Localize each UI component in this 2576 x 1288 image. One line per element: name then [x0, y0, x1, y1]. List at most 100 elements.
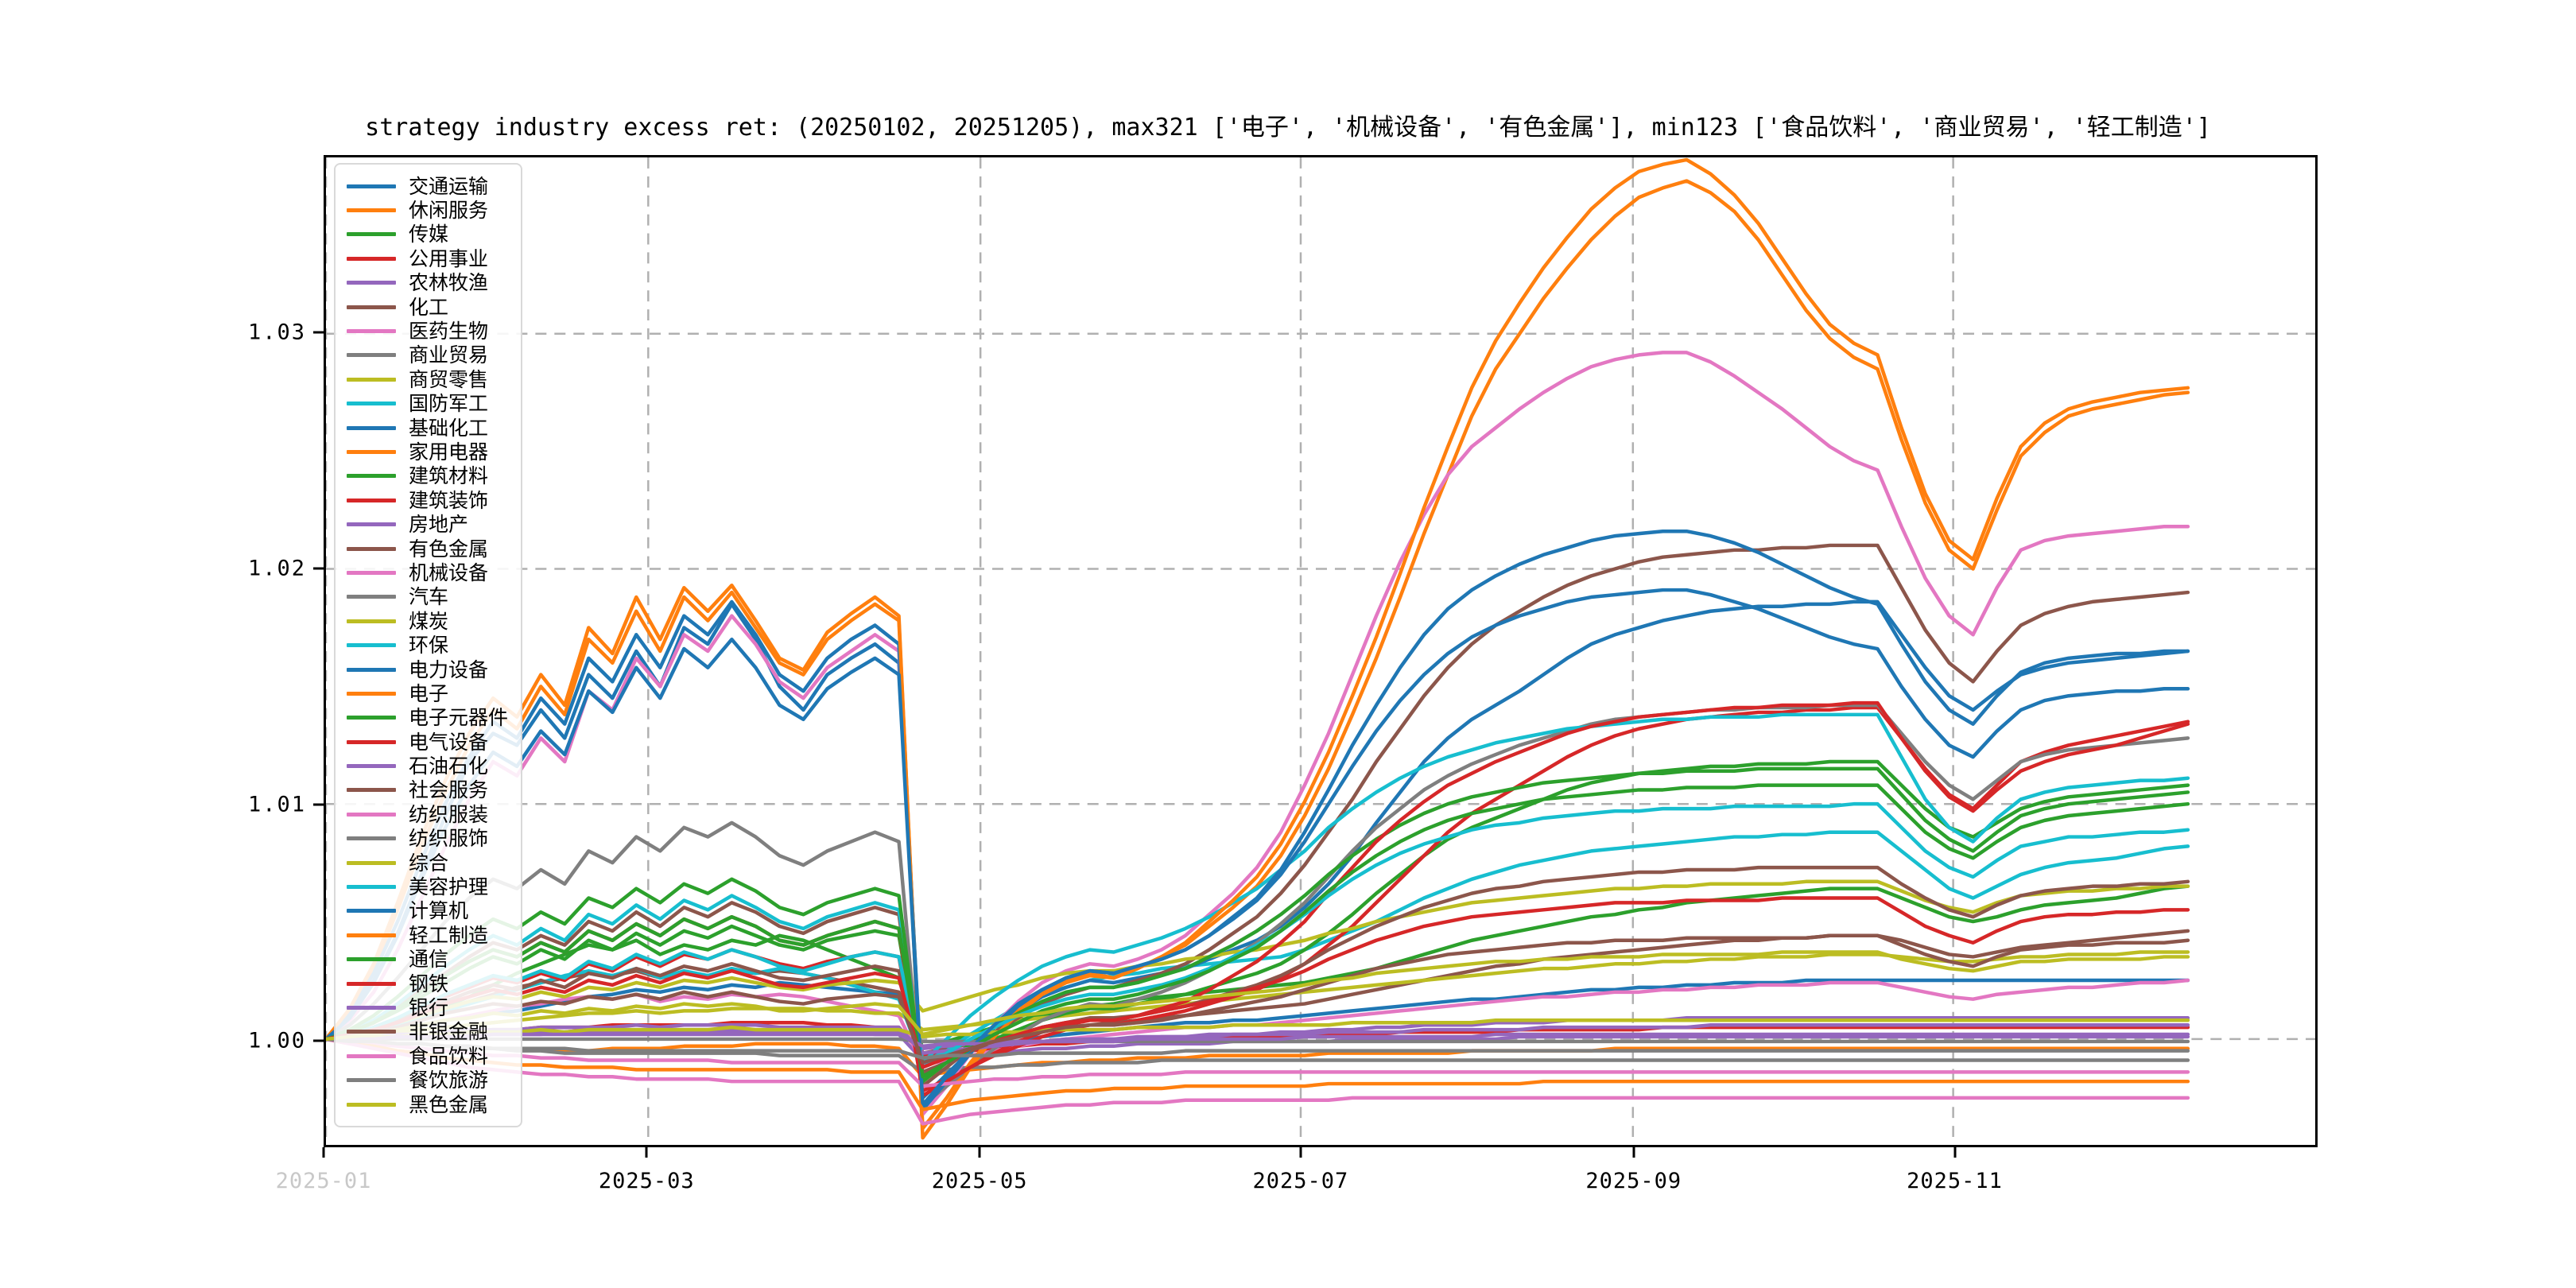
legend-item-9[interactable]: 国防军工: [347, 392, 508, 416]
legend-color-swatch: [347, 425, 396, 430]
legend-item-35[interactable]: 非银金融: [347, 1020, 508, 1044]
legend-color-swatch: [347, 739, 396, 744]
legend-label: 电子: [409, 681, 449, 705]
legend-item-37[interactable]: 餐饮旅游: [347, 1068, 508, 1092]
legend-item-6[interactable]: 医药生物: [347, 319, 508, 343]
legend-item-22[interactable]: 电子元器件: [347, 706, 508, 730]
legend-color-swatch: [347, 716, 396, 720]
legend-label: 有色金属: [409, 537, 489, 561]
legend-color-swatch: [347, 860, 396, 865]
legend-item-13[interactable]: 建筑装饰: [347, 488, 508, 512]
legend-label: 电气设备: [409, 730, 489, 754]
legend-item-1[interactable]: 休闲服务: [347, 198, 508, 222]
legend-label: 基础化工: [409, 416, 489, 440]
series-line: [326, 179, 2190, 1131]
legend-color-swatch: [347, 208, 396, 213]
legend-item-38[interactable]: 黑色金属: [347, 1092, 508, 1116]
legend-label: 电力设备: [409, 658, 489, 681]
legend-item-4[interactable]: 农林牧渔: [347, 271, 508, 295]
series-layer: [326, 157, 2190, 1140]
legend-color-swatch: [347, 184, 396, 188]
legend-item-8[interactable]: 商贸零售: [347, 367, 508, 391]
series-line: [326, 950, 2190, 1042]
legend-item-16[interactable]: 机械设备: [347, 561, 508, 584]
legend-item-17[interactable]: 汽车: [347, 585, 508, 609]
series-line: [326, 896, 2190, 1069]
legend-label: 农林牧渔: [409, 271, 489, 295]
legend-item-0[interactable]: 交通运输: [347, 174, 508, 198]
legend-item-19[interactable]: 环保: [347, 633, 508, 657]
series-line: [326, 529, 2190, 1111]
legend-color-swatch: [347, 619, 396, 623]
legend-color-swatch: [347, 595, 396, 599]
legend-item-30[interactable]: 计算机: [347, 899, 508, 923]
x-tick-mark: [322, 1147, 325, 1158]
x-tick-label: 2025-01: [275, 1169, 372, 1193]
legend-color-swatch: [347, 933, 396, 937]
legend-label: 餐饮旅游: [409, 1069, 489, 1092]
series-line: [326, 1032, 2190, 1049]
legend-item-10[interactable]: 基础化工: [347, 416, 508, 440]
legend-item-2[interactable]: 传媒: [347, 223, 508, 246]
series-line: [326, 351, 2190, 1116]
legend-item-27[interactable]: 纺织服饰: [347, 827, 508, 851]
legend-label: 纺织服装: [409, 802, 489, 826]
series-line: [326, 783, 2190, 1079]
legend-item-25[interactable]: 社会服务: [347, 778, 508, 802]
series-line: [326, 1037, 2190, 1044]
legend-label: 公用事业: [409, 246, 489, 270]
legend-label: 休闲服务: [409, 199, 489, 223]
legend-item-29[interactable]: 美容护理: [347, 875, 508, 898]
legend-item-31[interactable]: 轻工制造: [347, 923, 508, 947]
legend-color-swatch: [347, 449, 396, 454]
legend-color-swatch: [347, 522, 396, 527]
legend-item-3[interactable]: 公用事业: [347, 246, 508, 270]
legend-label: 医药生物: [409, 320, 489, 343]
legend-item-18[interactable]: 煤炭: [347, 609, 508, 633]
series-line: [326, 588, 2190, 1107]
legend-item-7[interactable]: 商业贸易: [347, 343, 508, 367]
legend-color-swatch: [347, 957, 396, 962]
legend-item-36[interactable]: 食品饮料: [347, 1044, 508, 1068]
legend-item-23[interactable]: 电气设备: [347, 730, 508, 754]
series-line: [326, 1037, 2190, 1111]
legend-item-33[interactable]: 钢铁: [347, 972, 508, 995]
legend-color-swatch: [347, 981, 396, 986]
legend-item-14[interactable]: 房地产: [347, 512, 508, 536]
legend-item-28[interactable]: 综合: [347, 851, 508, 875]
legend-color-swatch: [347, 643, 396, 648]
legend-label: 通信: [409, 948, 449, 972]
series-line: [326, 801, 2190, 1069]
series-line: [326, 1037, 2190, 1079]
legend-item-5[interactable]: 化工: [347, 295, 508, 319]
legend-label: 建筑装饰: [409, 488, 489, 512]
legend-label: 综合: [409, 851, 449, 875]
legend-color-swatch: [347, 836, 396, 841]
legend-color-swatch: [347, 812, 396, 817]
chart-legend[interactable]: 交通运输 休闲服务 传媒 公用事业 农林牧渔 化工 医药生物 商业贸易 商贸零售 国防军工 基础化工…: [334, 163, 523, 1128]
legend-color-swatch: [347, 764, 396, 769]
legend-label: 黑色金属: [409, 1092, 489, 1116]
legend-item-24[interactable]: 石油石化: [347, 754, 508, 778]
legend-color-swatch: [347, 402, 396, 406]
legend-item-20[interactable]: 电力设备: [347, 658, 508, 681]
series-line: [326, 950, 2190, 1042]
legend-color-swatch: [347, 788, 396, 793]
legend-item-11[interactable]: 家用电器: [347, 440, 508, 464]
x-tick-mark: [1299, 1147, 1302, 1158]
legend-item-21[interactable]: 电子: [347, 681, 508, 705]
legend-item-12[interactable]: 建筑材料: [347, 464, 508, 488]
legend-color-swatch: [347, 474, 396, 479]
series-line: [326, 978, 2190, 1060]
legend-label: 煤炭: [409, 609, 449, 633]
legend-item-26[interactable]: 纺织服装: [347, 802, 508, 826]
series-line: [326, 157, 2190, 1140]
legend-color-swatch: [347, 281, 396, 285]
x-tick-mark: [1632, 1147, 1635, 1158]
legend-label: 传媒: [409, 223, 449, 246]
legend-item-15[interactable]: 有色金属: [347, 537, 508, 561]
legend-item-32[interactable]: 通信: [347, 948, 508, 972]
legend-label: 钢铁: [409, 972, 449, 995]
legend-item-34[interactable]: 银行: [347, 995, 508, 1019]
y-tick-mark: [313, 803, 324, 806]
